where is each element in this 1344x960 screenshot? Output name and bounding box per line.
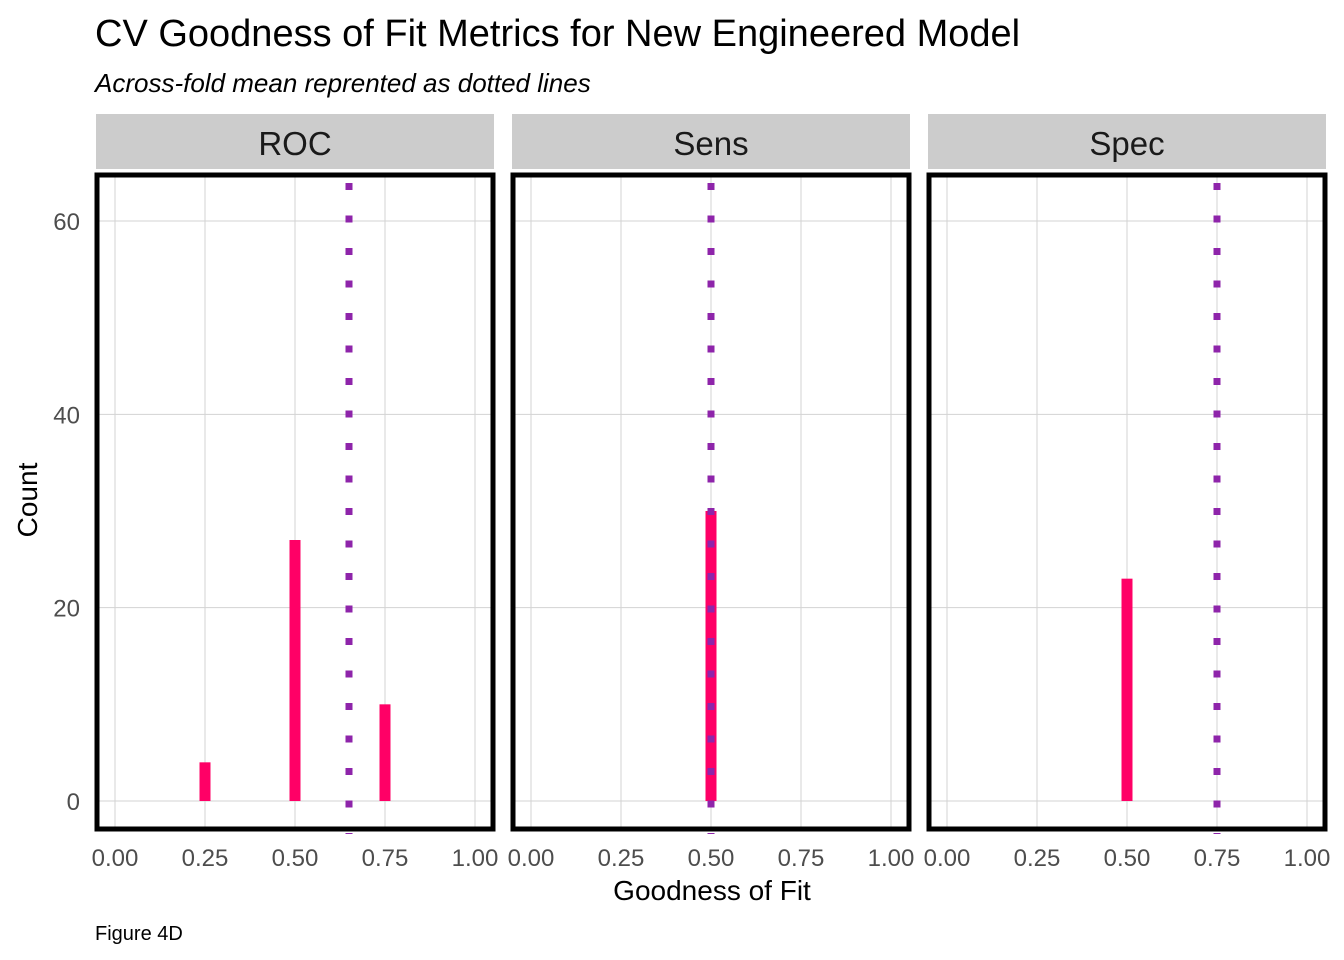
histogram-bar <box>379 704 391 801</box>
x-tick-label: 0.50 <box>688 845 735 872</box>
x-tick-label: 0.50 <box>272 845 319 872</box>
y-axis-title: Count <box>12 462 43 537</box>
panel-border <box>510 172 912 832</box>
facet-panel-spec: Spec 0.00 0.25 0.50 0.75 1.00 <box>924 114 1331 872</box>
facet-panels: ROC 0.00 0.25 0.50 0.75 1.00 Sens 0.00 0.25 0.50 0… <box>53 114 1330 872</box>
facet-strip-label: ROC <box>258 125 331 162</box>
x-tick-label: 0.75 <box>778 845 825 872</box>
x-tick-label: 0.25 <box>1014 845 1061 872</box>
facet-strip <box>96 114 494 169</box>
y-tick-label: 0 <box>67 789 80 816</box>
x-tick-label: 0.00 <box>92 845 139 872</box>
x-tick-label: 0.75 <box>1194 845 1241 872</box>
x-tick-label: 1.00 <box>1284 845 1331 872</box>
x-axis-title: Goodness of Fit <box>613 875 811 906</box>
facet-panel-sens: Sens 0.00 0.25 0.50 0.75 1.00 <box>508 114 915 872</box>
y-tick-label: 40 <box>53 402 80 429</box>
x-tick-label: 0.00 <box>924 845 971 872</box>
x-tick-label: 0.50 <box>1104 845 1151 872</box>
facet-strip <box>928 114 1326 169</box>
figure-caption: Figure 4D <box>95 923 183 945</box>
chart-title: CV Goodness of Fit Metrics for New Engin… <box>95 13 1020 55</box>
y-tick-label: 60 <box>53 209 80 236</box>
facet-panel-roc: ROC 0.00 0.25 0.50 0.75 1.00 <box>92 114 499 872</box>
histogram-bar <box>1121 578 1133 801</box>
x-tick-label: 0.75 <box>362 845 409 872</box>
panel-border <box>94 172 496 832</box>
facet-strip-label: Sens <box>673 125 748 162</box>
x-tick-label: 0.00 <box>508 845 555 872</box>
panel-border <box>926 172 1328 832</box>
chart-subtitle: Across-fold mean reprented as dotted lin… <box>93 68 591 98</box>
x-tick-label: 0.25 <box>598 845 645 872</box>
histogram-bar <box>199 762 211 801</box>
histogram-bar <box>705 511 717 801</box>
facet-strip <box>512 114 910 169</box>
x-tick-label: 1.00 <box>452 845 499 872</box>
x-tick-label: 0.25 <box>182 845 229 872</box>
histogram-bar <box>289 540 301 801</box>
x-tick-label: 1.00 <box>868 845 915 872</box>
facet-strip-label: Spec <box>1089 125 1164 162</box>
y-tick-label: 20 <box>53 596 80 623</box>
